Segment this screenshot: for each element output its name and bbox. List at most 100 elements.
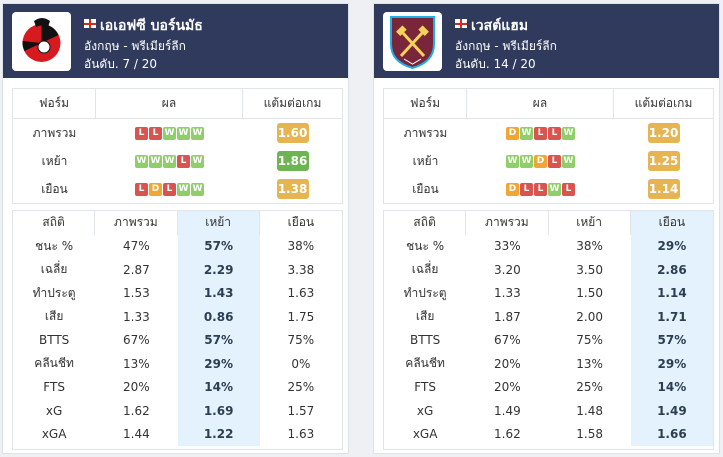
result-badge[interactable]: W [177,126,190,140]
stat-value: 20% [494,380,521,395]
form-row-label: เหย้า [41,153,68,168]
form-header-ppg: แต้มต่อเกม [634,96,693,110]
team-logo[interactable] [12,12,71,71]
stats-header-overall[interactable]: ภาพรวม [466,211,549,235]
ppg-badge: 1.86 [276,151,309,171]
form-header-label: ฟอร์ม [13,89,96,118]
result-badge[interactable]: L [163,182,176,196]
stats-row: ชนะ % 33% 38% 29% [384,234,713,258]
result-badge[interactable]: W [562,126,575,140]
form-table: ฟอร์ม ผล แต้มต่อเกม ภาพรวม D W L L W 1.20 เหย้า… [383,88,714,204]
result-badge[interactable]: L [534,126,547,140]
form-row: เหย้า W W W L W 1.86 [13,147,342,175]
league-name[interactable]: อังกฤษ - พรีเมียร์ลีก [84,39,186,53]
stats-header-home[interactable]: เหย้า [549,211,631,235]
form-row-label: ภาพรวม [32,125,77,140]
stats-header-stat: สถิติ [13,211,96,235]
result-badge[interactable]: L [548,154,561,168]
result-badge[interactable]: W [191,182,204,196]
result-badge[interactable]: L [177,154,190,168]
stats-table-header: สถิติ ภาพรวม เหย้า เยือน [13,211,342,235]
stats-row: FTS 20% 25% 14% [384,375,713,399]
league-name[interactable]: อังกฤษ - พรีเมียร์ลีก [455,39,557,53]
stats-row: ทำประตู 1.33 1.50 1.14 [384,281,713,305]
result-badge[interactable]: L [135,126,148,140]
result-badge[interactable]: W [135,154,148,168]
stat-value: 14% [177,375,260,399]
stats-row: ทำประตู 1.53 1.43 1.63 [13,281,342,305]
result-badge[interactable]: W [191,154,204,168]
team-header: เวสต์แฮม อังกฤษ - พรีเมียร์ลีก อันดับ. 1… [374,4,719,78]
stat-value: 13% [576,356,603,371]
league-rank: อันดับ. 7 / 20 [84,57,158,71]
stat-label: เฉลี่ย [411,262,439,277]
stat-value: 1.49 [494,403,521,418]
stats-row: FTS 20% 14% 25% [13,375,342,399]
stats-header-away[interactable]: เยือน [630,211,713,235]
result-badge[interactable]: L [520,182,533,196]
team-name[interactable]: เวสต์แฮม [471,18,529,34]
result-badge[interactable]: W [548,182,561,196]
result-badge[interactable]: L [548,126,561,140]
stat-value: 1.63 [287,427,315,442]
ppg-badge: 1.38 [276,179,309,199]
stats-row: เสีย 1.87 2.00 1.71 [384,305,713,329]
result-badge[interactable]: W [562,154,575,168]
stat-value: 1.71 [630,305,713,329]
stats-table: สถิติ ภาพรวม เหย้า เยือน ชนะ % 47% 57% 38% เ… [12,210,343,450]
result-badge[interactable]: W [177,182,190,196]
stat-value: 38% [287,239,315,254]
result-badge[interactable]: L [149,126,162,140]
result-badge[interactable]: D [534,154,547,168]
stat-value: 47% [123,239,150,254]
stat-label: เสีย [44,309,64,324]
result-badge[interactable]: W [520,126,533,140]
stat-label: คลีนชีท [34,356,74,371]
stats-header-home[interactable]: เหย้า [177,211,260,235]
stats-row: เฉลี่ย 2.87 2.29 3.38 [13,258,342,282]
stat-value: 1.48 [576,403,603,418]
stat-value: 2.87 [123,262,150,277]
stat-value: 0.86 [177,305,260,329]
ppg-badge: 1.25 [647,151,680,171]
stats-row: คลีนชีท 13% 29% 0% [13,352,342,376]
team-name[interactable]: เอเอฟซี บอร์นมัธ [100,18,203,34]
stat-value: 1.62 [123,403,150,418]
result-badge[interactable]: W [149,154,162,168]
stat-value: 1.33 [494,286,521,301]
result-badge[interactable]: D [506,182,519,196]
team-card-westham: เวสต์แฮม อังกฤษ - พรีเมียร์ลีก อันดับ. 1… [373,3,720,454]
stats-header-away[interactable]: เยือน [287,215,315,230]
result-badge[interactable]: L [135,182,148,196]
result-badge[interactable]: W [520,154,533,168]
stats-row: คลีนชีท 20% 13% 29% [384,352,713,376]
result-badge[interactable]: W [163,126,176,140]
stat-label: เสีย [415,309,435,324]
result-badge[interactable]: W [163,154,176,168]
stat-value: 67% [494,333,521,348]
stat-value: 20% [123,380,150,395]
stats-row: xGA 1.44 1.22 1.63 [13,422,342,446]
stat-value: 57% [630,328,713,352]
result-badge[interactable]: L [534,182,547,196]
form-row-label: เหย้า [412,153,439,168]
result-badge[interactable]: W [506,154,519,168]
stat-value: 1.63 [287,286,315,301]
result-badge[interactable]: D [149,182,162,196]
team-logo[interactable] [383,12,442,71]
stats-header-overall[interactable]: ภาพรวม [95,211,178,235]
stat-value: 1.44 [123,427,150,442]
result-badge[interactable]: L [562,182,575,196]
ppg-badge: 1.20 [647,123,680,143]
result-badge[interactable]: W [191,126,204,140]
form-row: เหย้า W W D L W 1.25 [384,147,713,175]
stat-label: xGA [41,427,67,442]
stat-label: FTS [414,380,436,395]
stat-value: 2.86 [630,258,713,282]
stat-label: ชนะ % [406,238,445,253]
result-badge[interactable]: D [506,126,519,140]
